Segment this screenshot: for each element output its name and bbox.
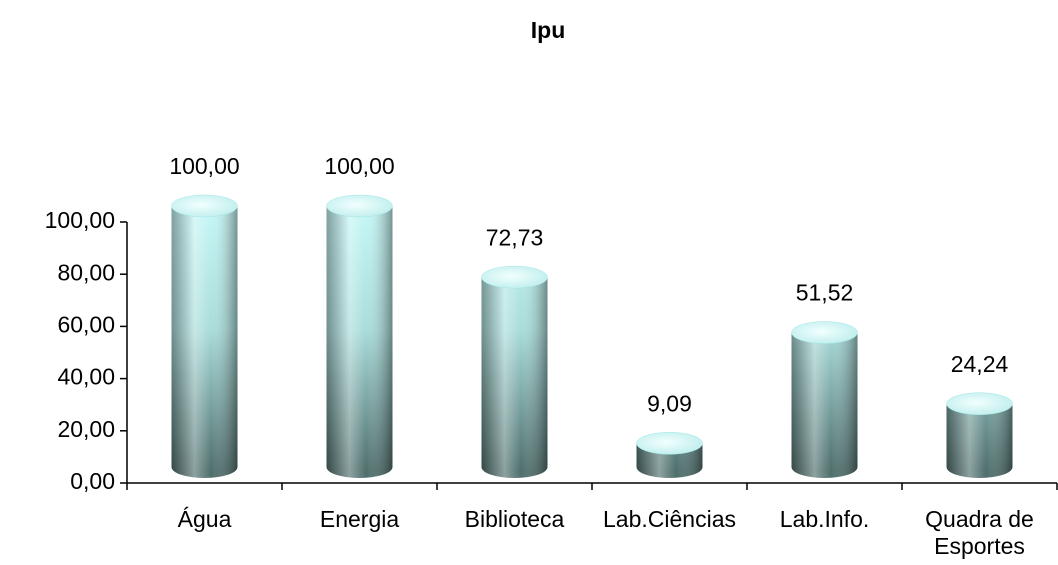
bar <box>791 321 858 479</box>
bar <box>481 265 548 479</box>
bar-shade <box>791 332 858 479</box>
x-tick-label: Lab.Info. <box>779 506 870 532</box>
bar-shade <box>946 403 1013 479</box>
data-label: 9,09 <box>647 390 692 416</box>
chart-title: Ipu <box>531 17 566 43</box>
data-label: 24,24 <box>951 351 1009 377</box>
data-label: 100,00 <box>324 153 394 179</box>
y-tick-label: 60,00 <box>57 311 115 337</box>
x-tick-label: Quadra de Esportes <box>925 506 1034 559</box>
bar-top <box>791 321 858 344</box>
bar-shade <box>326 206 393 479</box>
bar-shade <box>171 206 238 479</box>
bar-shade <box>481 277 548 479</box>
x-tick-label: Lab.Ciências <box>603 506 736 532</box>
bar-top <box>481 265 548 289</box>
x-tick-label: Água <box>177 506 232 532</box>
bar <box>636 432 703 479</box>
y-tick-label: 20,00 <box>57 416 115 442</box>
data-label: 72,73 <box>486 224 544 250</box>
data-label: 100,00 <box>169 153 239 179</box>
y-tick-label: 40,00 <box>57 364 115 390</box>
bar <box>171 194 238 479</box>
bar-top <box>946 392 1013 415</box>
y-tick-label: 100,00 <box>45 207 115 233</box>
bar-top <box>171 194 238 218</box>
y-tick-label: 0,00 <box>70 468 115 494</box>
bar <box>326 194 393 479</box>
bar <box>946 392 1013 479</box>
x-tick-label: Biblioteca <box>464 506 565 532</box>
data-label: 51,52 <box>796 280 854 306</box>
x-tick-label: Energia <box>319 506 400 532</box>
bar-top <box>326 194 393 218</box>
bar-top <box>636 432 703 455</box>
y-tick-label: 80,00 <box>57 259 115 285</box>
